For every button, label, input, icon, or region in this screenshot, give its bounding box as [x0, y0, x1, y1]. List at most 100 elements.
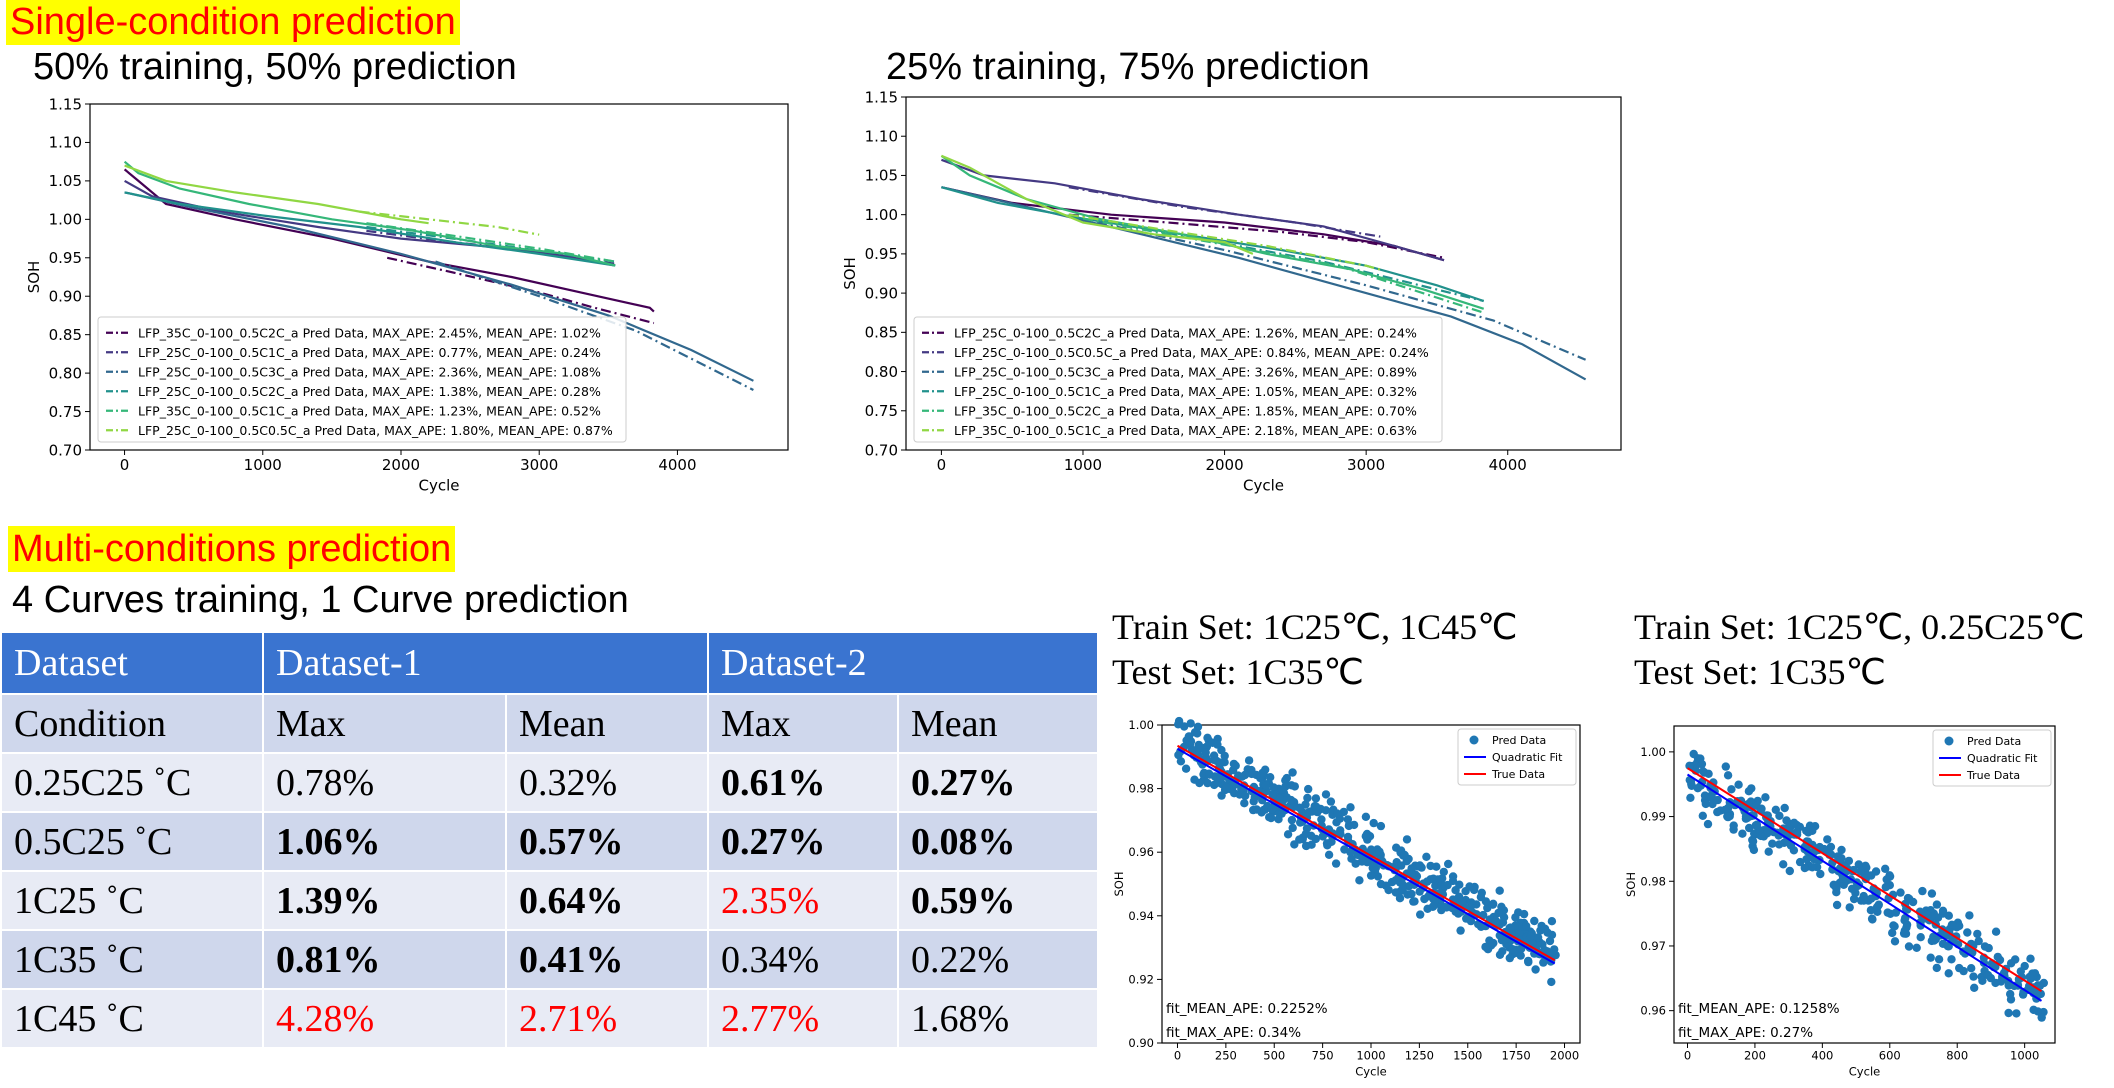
pred-data-point	[1346, 803, 1355, 812]
value-cell: 0.64%	[504, 870, 710, 931]
pred-data-point	[1867, 871, 1876, 880]
pred-data-point	[1785, 866, 1794, 876]
pred-data-point	[1703, 819, 1713, 829]
pred-data-point	[1307, 831, 1316, 840]
series-pred-line	[1096, 221, 1587, 361]
pred-data-point	[1237, 772, 1247, 781]
pred-data-point	[1943, 942, 1953, 951]
x-tick-label: 3000	[520, 456, 558, 474]
x-tick-label: 250	[1215, 1049, 1237, 1063]
series-pred-line	[1068, 213, 1445, 259]
pred-data-point	[1515, 928, 1524, 937]
y-tick-label: 0.70	[865, 441, 898, 459]
pred-data-point	[1698, 811, 1707, 820]
pred-data-point	[1409, 897, 1418, 906]
pred-data-point	[1440, 902, 1449, 912]
x-tick-label: 2000	[1205, 456, 1243, 474]
pred-data-point	[1967, 964, 1976, 973]
pred-data-point	[1261, 781, 1271, 790]
y-tick-label: 1.00	[865, 206, 898, 224]
value-cell: 0.41%	[504, 929, 710, 990]
pred-data-point	[1441, 881, 1450, 890]
pred-data-point	[1866, 894, 1876, 903]
table-subheader-row: Condition Max Mean Max Mean	[0, 693, 1100, 754]
pred-data-point	[2004, 1008, 2013, 1018]
series-true-line	[123, 160, 616, 267]
pred-data-point	[1176, 757, 1186, 766]
value-cell: 0.22%	[897, 929, 1100, 990]
quadratic-fit-line	[1177, 747, 1556, 965]
x-tick-label: 200	[1744, 1049, 1766, 1063]
pred-data-point	[1288, 768, 1297, 777]
x-axis-label: Cycle	[1849, 1064, 1880, 1078]
value-cell: 0.57%	[504, 811, 710, 872]
value-cell: 0.61%	[707, 752, 900, 813]
y-tick-label: 0.90	[49, 287, 82, 305]
plot-frame	[1673, 725, 2056, 1044]
pred-data-point	[1530, 916, 1539, 926]
pred-data-point	[1837, 845, 1846, 855]
table-row: 1C25 ˚C 1.39% 0.64% 2.35% 0.59%	[0, 870, 1100, 931]
pred-data-point	[1955, 963, 1964, 973]
x-tick-label: 4000	[1489, 456, 1527, 474]
pred-data-point	[1795, 857, 1805, 867]
pred-data-point	[1317, 815, 1326, 824]
legend-box	[97, 316, 627, 443]
pred-data-point	[1275, 794, 1284, 803]
pred-data-point	[1265, 813, 1274, 822]
pred-data-point	[1407, 889, 1416, 899]
legend-label: LFP_25C_0-100_0.5C2C_a Pred Data, MAX_AP…	[954, 325, 1417, 340]
pred-data-point	[1208, 738, 1217, 747]
pred-data-point	[1522, 921, 1531, 931]
y-tick-label: 0.75	[865, 402, 898, 420]
pred-data-point	[1749, 845, 1759, 855]
pred-data-point	[1205, 770, 1214, 779]
pred-data-point	[1789, 818, 1799, 827]
pred-data-point	[1424, 892, 1433, 901]
pred-data-point	[2006, 995, 2016, 1004]
pred-data-point	[1391, 888, 1400, 897]
pred-data-point	[2026, 974, 2035, 983]
series-pred-line	[1068, 213, 1381, 271]
pred-data-point	[1802, 855, 1811, 864]
pred-data-point	[1689, 749, 1698, 759]
pred-data-point	[1734, 780, 1743, 789]
pred-data-point	[1963, 928, 1972, 937]
series-pred-line	[435, 260, 754, 391]
pred-data-point	[1203, 733, 1212, 742]
pred-data-point	[1355, 876, 1364, 885]
plot-frame	[905, 96, 1622, 451]
pred-data-point	[1304, 784, 1313, 794]
pred-data-point	[1398, 884, 1407, 894]
pred-data-point	[1439, 867, 1448, 877]
pred-data-point	[1203, 778, 1212, 788]
pred-data-point	[1303, 793, 1312, 803]
x-tick-label: 0	[1684, 1049, 1691, 1063]
y-tick-label: 0.75	[49, 403, 82, 421]
pred-data-point	[1780, 803, 1789, 813]
pred-data-point	[1498, 947, 1507, 956]
pred-data-point	[1268, 790, 1277, 799]
value-cell: 0.27%	[707, 811, 900, 872]
pred-data-point	[1431, 881, 1440, 890]
pred-data-point	[1547, 917, 1557, 926]
x-tick-label: 1750	[1501, 1049, 1530, 1063]
y-tick-label: 0.98	[1640, 874, 1666, 888]
legend-swatch	[1944, 736, 1954, 746]
x-axis-label: Cycle	[1243, 477, 1284, 495]
pred-data-point	[1240, 799, 1249, 808]
pred-data-point	[1181, 764, 1191, 773]
pred-data-point	[1269, 783, 1278, 792]
pred-data-point	[1763, 829, 1772, 838]
pred-data-point	[1701, 799, 1710, 809]
pred-data-point	[1481, 897, 1491, 906]
x-tick-label: 1000	[1064, 456, 1102, 474]
pred-data-point	[1194, 745, 1203, 754]
pred-data-point	[1856, 867, 1865, 876]
pred-data-point	[1751, 821, 1760, 830]
pred-data-point	[1891, 908, 1901, 917]
subheader-max-1: Max	[262, 693, 507, 754]
pred-data-point	[1516, 951, 1525, 960]
series-pred-line	[1082, 217, 1485, 314]
pred-data-point	[1288, 823, 1297, 833]
